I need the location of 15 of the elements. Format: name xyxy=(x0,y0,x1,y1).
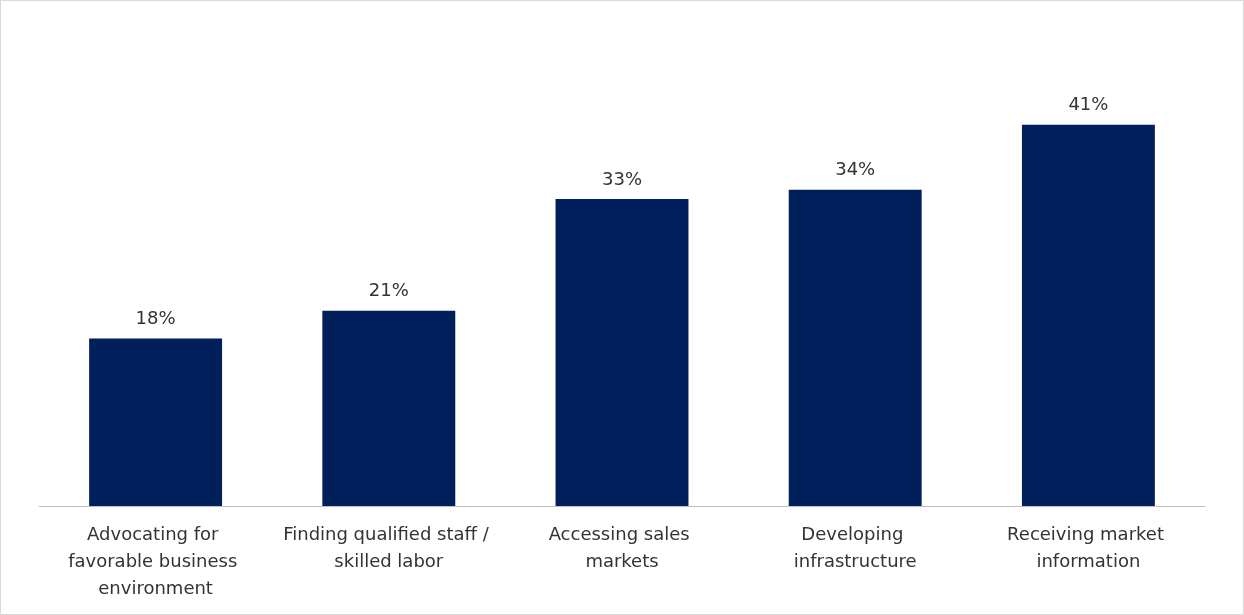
x-tick-label: Receiving market information xyxy=(1007,523,1170,571)
data-label: 18% xyxy=(135,307,176,329)
data-label: 33% xyxy=(601,167,643,189)
x-tick-label: Advocating for favorable business environment xyxy=(68,523,244,598)
x-tick-label: Developing infrastructure xyxy=(793,523,917,571)
data-label: 34% xyxy=(835,158,876,180)
x-tick-label: Finding qualified staff / skilled labor xyxy=(283,523,495,571)
bar xyxy=(1021,124,1155,506)
bar xyxy=(322,310,456,506)
bar xyxy=(555,199,689,506)
bar xyxy=(89,338,223,506)
bar xyxy=(788,189,922,506)
x-tick-label: Accessing sales markets xyxy=(548,523,696,571)
data-label: 21% xyxy=(368,279,409,301)
data-label: 41% xyxy=(1068,93,1109,115)
